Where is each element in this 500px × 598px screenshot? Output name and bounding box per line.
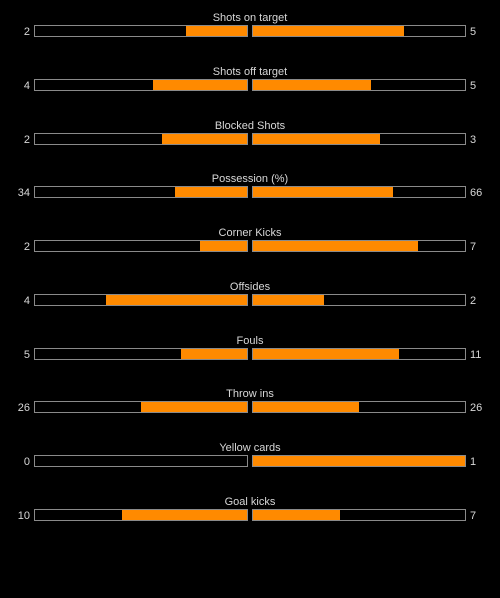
away-bar [252,455,466,467]
away-bar-fill [253,80,371,90]
stat-row-shots-on-target: Shots on target 2 5 [0,12,500,44]
away-value: 66 [470,187,483,199]
home-bar [34,25,248,37]
away-bar-fill [253,134,381,144]
stat-row-possession: Possession (%) 34 66 [0,173,500,205]
stat-label: Offsides [229,281,271,293]
home-value: 2 [23,241,30,253]
home-bar-fill [122,510,247,520]
away-bar-fill [253,510,341,520]
away-bar-fill [253,295,324,305]
stat-row-blocked-shots: Blocked Shots 2 3 [0,120,500,152]
away-bar-fill [253,241,418,251]
away-value: 1 [470,456,477,468]
stat-row-corner-kicks: Corner Kicks 2 7 [0,227,500,259]
home-bar [34,79,248,91]
away-bar-fill [253,349,399,359]
stat-label: Shots on target [212,12,288,24]
stat-label: Throw ins [226,388,274,400]
away-value: 7 [470,510,477,522]
home-value: 4 [23,295,30,307]
home-bar-fill [199,241,247,251]
stat-row-yellow-cards: Yellow cards 0 1 [0,442,500,474]
stat-label: Blocked Shots [214,120,286,132]
home-bar [34,240,248,252]
away-bar [252,186,466,198]
stat-label: Possession (%) [211,173,289,185]
home-bar-fill [152,80,247,90]
away-value: 11 [470,349,482,361]
home-bar [34,509,248,521]
home-bar-fill [180,349,247,359]
home-value: 4 [23,80,30,92]
stat-row-goal-kicks: Goal kicks 10 7 [0,496,500,528]
away-value: 5 [470,26,477,38]
stat-row-offsides: Offsides 4 2 [0,281,500,313]
home-bar [34,401,248,413]
away-bar [252,79,466,91]
stat-label: Yellow cards [219,442,281,454]
away-bar [252,348,466,360]
home-bar-fill [162,134,247,144]
stat-row-throw-ins: Throw ins 26 26 [0,388,500,420]
home-value: 0 [23,456,30,468]
home-bar-fill [141,402,247,412]
home-bar [34,294,248,306]
stat-label: Corner Kicks [218,227,282,239]
away-value: 3 [470,134,477,146]
away-bar-fill [253,187,393,197]
home-bar [34,186,248,198]
away-bar [252,25,466,37]
home-value: 34 [17,187,30,199]
home-value: 2 [23,26,30,38]
away-bar [252,401,466,413]
away-bar [252,133,466,145]
stat-label: Shots off target [212,66,288,78]
away-value: 2 [470,295,477,307]
home-value: 10 [17,510,30,522]
home-bar-fill [174,187,247,197]
home-value: 2 [23,134,30,146]
away-value: 7 [470,241,477,253]
away-bar [252,240,466,252]
home-bar-fill [105,295,247,305]
away-bar-fill [253,26,405,36]
home-value: 5 [23,349,30,361]
home-bar [34,348,248,360]
stat-row-shots-off-target: Shots off target 4 5 [0,66,500,98]
home-value: 26 [17,402,30,414]
away-bar-fill [253,402,359,412]
away-value: 26 [470,402,483,414]
stat-label: Goal kicks [224,496,276,508]
away-bar-fill [253,456,465,466]
home-bar [34,133,248,145]
away-bar [252,294,466,306]
home-bar [34,455,248,467]
stat-row-fouls: Fouls 5 11 [0,335,500,367]
stat-label: Fouls [236,335,264,347]
home-bar-fill [186,26,247,36]
away-value: 5 [470,80,477,92]
away-bar [252,509,466,521]
